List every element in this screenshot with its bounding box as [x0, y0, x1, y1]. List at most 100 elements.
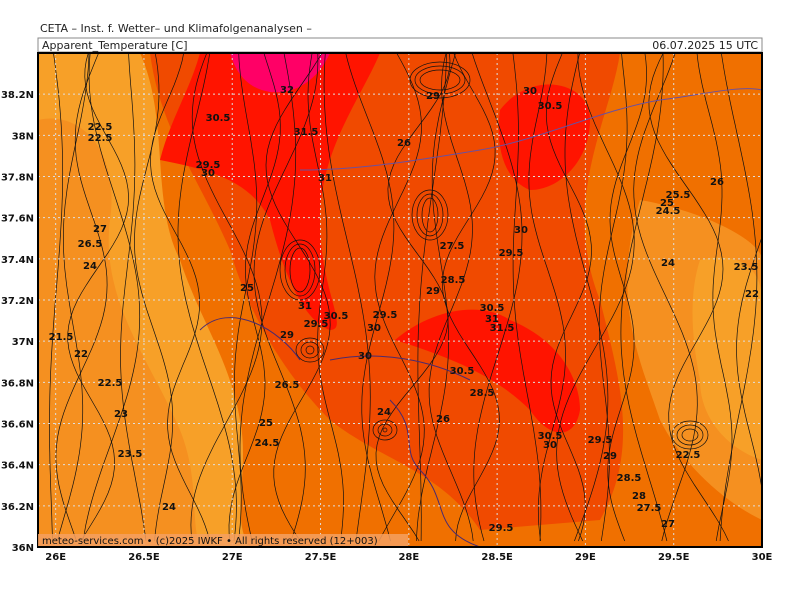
y-tick-label: 38N: [12, 131, 34, 142]
contour-label: 30: [523, 86, 537, 97]
x-tick-label: 30E: [752, 552, 773, 563]
contour-label: 29.5: [489, 523, 514, 534]
contour-line: [345, 53, 395, 542]
contour-label: 22.5: [88, 122, 113, 133]
contour-label: 28: [632, 491, 646, 502]
contour-line: [323, 53, 371, 542]
contour-label: 26: [710, 177, 724, 188]
contour-label: 30.5: [480, 303, 505, 314]
contour-line: [556, 53, 635, 542]
contour-label: 23.5: [734, 262, 759, 273]
contour-line: [289, 247, 311, 293]
contour-line: [150, 53, 211, 542]
contour-line: [307, 53, 344, 542]
contour-label: 30.5: [538, 101, 563, 112]
contour-label: 27: [93, 224, 107, 235]
contour-label: 23: [114, 409, 128, 420]
contour-label: 24.5: [255, 438, 280, 449]
contour-line: [300, 341, 320, 359]
contour-line: [528, 53, 566, 542]
contour-line: [417, 53, 448, 542]
contour-label: 24: [377, 407, 391, 418]
contour-line: [82, 53, 141, 542]
x-tick-label: 29E: [575, 552, 596, 563]
contour-label: 31: [485, 314, 499, 325]
contour-label: 21.5: [49, 332, 74, 343]
y-tick-label: 36N: [12, 543, 34, 554]
contour-line: [633, 53, 698, 542]
contour-line: [49, 53, 64, 542]
contour-line: [265, 53, 331, 542]
region: [692, 257, 762, 460]
x-tick-label: 28E: [398, 552, 419, 563]
contour-line: [56, 53, 90, 542]
contours: [49, 53, 762, 542]
region: [230, 53, 330, 93]
contour-line: [284, 243, 316, 297]
datetime: 06.07.2025 15 UTC: [652, 39, 758, 52]
contour-line: [416, 193, 444, 237]
y-tick-label: 37N: [12, 337, 34, 348]
x-tick-label: 26E: [45, 552, 66, 563]
contour-line: [67, 53, 129, 542]
contour-label: 22: [74, 349, 88, 360]
contour-line: [382, 427, 388, 433]
footer: meteo-services.com • (c)2025 IWKF • All …: [42, 536, 378, 547]
contour-label: 28.5: [617, 473, 642, 484]
contour-label: 26: [397, 138, 411, 149]
contour-label: 25: [240, 283, 254, 294]
contour-line: [676, 424, 704, 446]
contour-line: [409, 61, 471, 99]
contour-label: 25.5: [666, 190, 691, 201]
x-tick-label: 27E: [222, 552, 243, 563]
contour-label: 30.5: [538, 431, 563, 442]
x-tick-label: 29.5E: [658, 552, 690, 563]
contour-label: 29.5: [373, 310, 398, 321]
contour-line: [416, 53, 456, 542]
contour-label: 27.5: [637, 503, 662, 514]
contour-line: [305, 345, 315, 355]
contour-label: 29: [280, 330, 294, 341]
contour-label: 31.5: [490, 323, 515, 334]
contour-line: [419, 69, 461, 91]
contour-label: 31.5: [294, 127, 319, 138]
contour-label: 30: [514, 225, 528, 236]
contour-label: 22.5: [98, 378, 123, 389]
contour-label: 25: [259, 418, 273, 429]
contour-label: 30.5: [324, 311, 349, 322]
y-tick-label: 36.4N: [1, 461, 34, 472]
border: [299, 88, 762, 171]
contour-line: [607, 53, 647, 542]
map-frame: [37, 52, 763, 548]
contour-line: [736, 235, 762, 493]
contour-label: 28.5: [441, 275, 466, 286]
contour-line: [421, 197, 439, 233]
contour-label: 25: [660, 198, 674, 209]
contour-label: 30: [201, 168, 215, 179]
contour-line: [648, 53, 729, 542]
contour-line: [253, 53, 319, 542]
contour-line: [442, 53, 500, 542]
contour-line: [228, 53, 281, 542]
contour-label: 29: [603, 451, 617, 462]
contour-label: 24: [83, 261, 97, 272]
contour-label: 27.5: [440, 241, 465, 252]
contour-label: 31: [298, 301, 312, 312]
y-tick-label: 36.2N: [1, 502, 34, 513]
contour-label: 32: [280, 85, 294, 96]
title: Apparent_Temperature [C]: [42, 39, 188, 52]
contour-label: 30: [358, 351, 372, 362]
contour-label: 27: [661, 519, 675, 530]
contour-line: [411, 189, 449, 241]
contour-label: 24.5: [656, 206, 681, 217]
contour-line: [190, 53, 263, 542]
contour-label: 29.5: [588, 435, 613, 446]
contour-label: 26.5: [275, 380, 300, 391]
contour-label: 22.5: [88, 133, 113, 144]
y-tick-label: 38.2N: [1, 90, 34, 101]
grid: [38, 53, 763, 548]
y-tick-label: 36.6N: [1, 420, 34, 431]
contour-line: [545, 53, 592, 542]
contour-line: [428, 53, 474, 542]
